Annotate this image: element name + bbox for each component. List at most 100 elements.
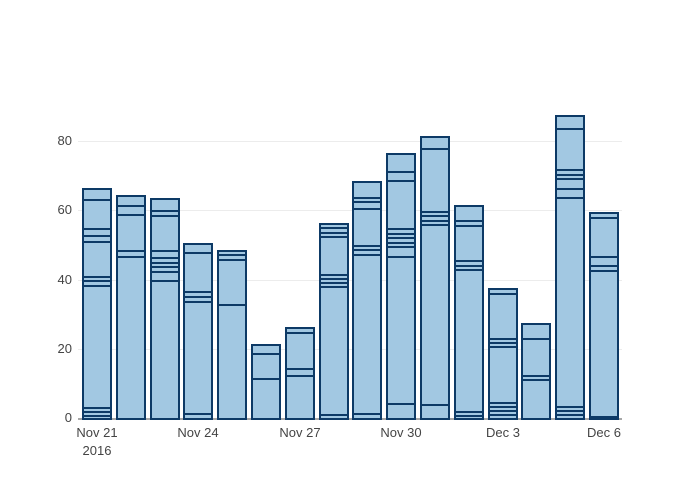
bar-segment-divider	[490, 293, 516, 295]
bar-segment-divider	[591, 217, 617, 219]
stacked-bar[interactable]	[555, 115, 585, 420]
bar-segment-divider	[557, 410, 583, 412]
bar-segment-divider	[185, 413, 211, 415]
bar-segment-divider	[456, 220, 482, 222]
bar-segment-divider	[557, 188, 583, 190]
bar-segment-divider	[118, 250, 144, 252]
y-axis-tick-label: 0	[64, 410, 72, 425]
bar-segment-divider	[185, 301, 211, 303]
bar-segment-divider	[118, 205, 144, 207]
bar-segment-divider	[422, 404, 448, 406]
bar-segment-divider	[523, 375, 549, 377]
bar-segment-divider	[354, 413, 380, 415]
bar-segment-divider	[422, 220, 448, 222]
stacked-bar[interactable]	[319, 223, 349, 420]
y-axis-tick-label: 40	[57, 272, 72, 287]
bar-segment-divider	[84, 235, 110, 237]
stacked-bar[interactable]	[352, 181, 382, 420]
y-axis-tick-label: 20	[57, 341, 72, 356]
stacked-bar[interactable]	[454, 205, 484, 420]
x-tick-date: Dec 6	[587, 425, 621, 440]
bar-segment-divider	[388, 237, 414, 239]
stacked-bar[interactable]	[589, 212, 619, 420]
bar-segment-divider	[321, 286, 347, 288]
bar-segment-divider	[321, 232, 347, 234]
bar-segment-divider	[490, 406, 516, 408]
bar-segment-divider	[456, 415, 482, 417]
x-axis-tick-label: Dec 6	[569, 424, 639, 442]
bar-segment-divider	[84, 228, 110, 230]
bar-segment-divider	[456, 265, 482, 267]
bar-segment-divider	[321, 414, 347, 416]
x-axis-tick-label: Dec 3	[468, 424, 538, 442]
x-tick-year: 2016	[82, 443, 112, 458]
bar-segment-divider	[557, 414, 583, 416]
stacked-bar[interactable]	[386, 153, 416, 420]
bar-segment-divider	[287, 332, 313, 334]
stacked-bar[interactable]	[150, 198, 180, 420]
bar-segment-divider	[591, 416, 617, 418]
x-axis-tick-label: Nov 27	[265, 424, 335, 442]
bar-segment-divider	[219, 254, 245, 256]
bar-segment-divider	[557, 406, 583, 408]
bar-segment-divider	[388, 233, 414, 235]
x-tick-date: Dec 3	[486, 425, 520, 440]
bar-segment-divider	[84, 407, 110, 409]
stacked-bar[interactable]	[285, 327, 315, 420]
x-axis-zero-line	[78, 418, 622, 420]
bar-segment-divider	[388, 180, 414, 182]
y-axis-tick-label: 80	[57, 133, 72, 148]
bar-segment-divider	[354, 208, 380, 210]
stacked-bar[interactable]	[116, 195, 146, 420]
bar-segment-divider	[253, 353, 279, 355]
bar-segment-divider	[354, 245, 380, 247]
bar-segment-divider	[219, 259, 245, 261]
bar-segment-divider	[84, 280, 110, 282]
stacked-bar[interactable]	[183, 243, 213, 420]
stacked-bar[interactable]	[82, 188, 112, 420]
stacked-bar[interactable]	[217, 250, 247, 420]
bar-segment-divider	[185, 296, 211, 298]
bar-segment-divider	[523, 338, 549, 340]
bar-segment-divider	[456, 260, 482, 262]
bar-segment-divider	[152, 215, 178, 217]
bar-segment-divider	[219, 304, 245, 306]
bar-segment-divider	[152, 210, 178, 212]
gridline	[78, 280, 622, 281]
bar-segment-divider	[253, 378, 279, 380]
bar-segment-divider	[287, 368, 313, 370]
bar-segment-divider	[152, 257, 178, 259]
bar-segment-divider	[388, 228, 414, 230]
gridline	[78, 141, 622, 142]
stacked-bar[interactable]	[251, 344, 281, 420]
bar-segment-divider	[490, 414, 516, 416]
bar-segment-divider	[557, 197, 583, 199]
bar-segment-divider	[557, 178, 583, 180]
bar-segment-divider	[84, 415, 110, 417]
bar-segment-divider	[321, 282, 347, 284]
bar-segment-divider	[591, 265, 617, 267]
stacked-bar[interactable]	[488, 288, 518, 420]
x-tick-date: Nov 27	[279, 425, 321, 440]
bar-segment-divider	[422, 224, 448, 226]
stacked-bar[interactable]	[420, 136, 450, 420]
bar-segment-divider	[287, 375, 313, 377]
bar-segment-divider	[152, 271, 178, 273]
bar-segment-divider	[523, 379, 549, 381]
bar-segment-divider	[152, 262, 178, 264]
gridline	[78, 349, 622, 350]
bar-segment-divider	[185, 252, 211, 254]
stacked-bar[interactable]	[521, 323, 551, 420]
bar-segment-divider	[490, 346, 516, 348]
bar-segment-divider	[118, 256, 144, 258]
bar-segment-divider	[152, 280, 178, 282]
x-axis-tick-label: Nov 21 2016	[62, 424, 132, 460]
bar-segment-divider	[118, 214, 144, 216]
gridline	[78, 210, 622, 211]
bar-segment-divider	[185, 291, 211, 293]
bar-segment-divider	[422, 215, 448, 217]
bar-segment-divider	[422, 148, 448, 150]
x-axis-tick-label: Nov 24	[163, 424, 233, 442]
